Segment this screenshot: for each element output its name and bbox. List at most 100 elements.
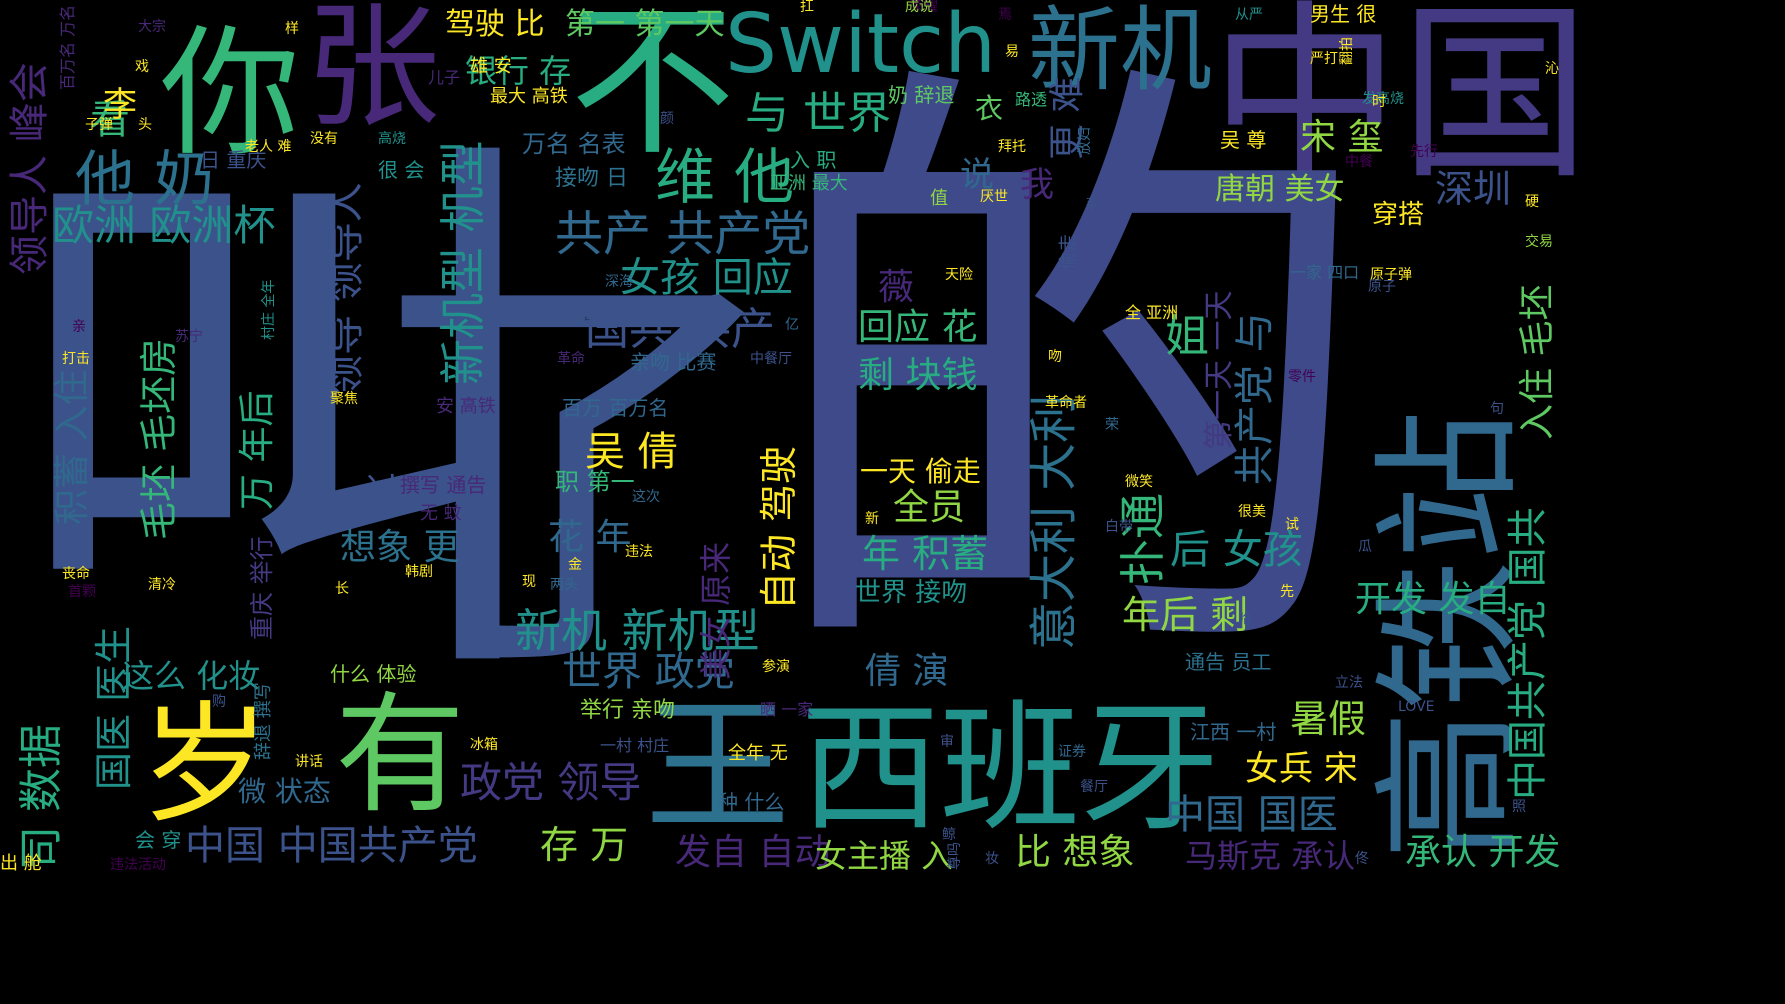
word-sangming: 丧命 (62, 566, 90, 582)
word-shijie-jiewen: 世界 接吻 (855, 578, 968, 608)
word-you: 有 (335, 679, 466, 831)
word-zidong-jiashi: 自动 驾驶 (757, 445, 801, 610)
word-zhi-diyi: 职 第一 (555, 468, 635, 496)
word-fangfu: 放妇 (1077, 127, 1093, 155)
word-lingdaoren-fenghui: 领导人 峰会 (7, 62, 53, 275)
word-jiashi-bi: 驾驶 比 (445, 7, 545, 42)
word-guogong-gongchan-small: 国共 共产 (585, 320, 590, 321)
word-nvzhubo-ru: 女主播 入 (815, 837, 954, 875)
word-zhuanxie-tonggao: 撰写 通告 (400, 473, 487, 497)
word-shenme-tiyan: 什么 体验 (330, 662, 417, 686)
word-jianghua: 讲话 (295, 754, 323, 770)
word-gua: 瓜 (1358, 539, 1372, 555)
word-ru-zhi: 入 职 (790, 148, 837, 172)
word-tangchao-meinv: 唐朝 美女 (1215, 172, 1345, 207)
word-shuo: 说 (960, 155, 994, 195)
word-gaoshao: 高烧 (378, 131, 406, 147)
word-wei-zhuangtai: 微 状态 (238, 775, 331, 808)
word-kan: 看 (90, 97, 130, 143)
word-ta-nai: 他 奶 (75, 145, 215, 215)
word-ri-chongqing: 日 重庆 (200, 148, 267, 172)
word-hui-chuan: 会 穿 (135, 828, 182, 852)
word-zuida-gaotie: 最大 高铁 (490, 86, 568, 107)
word-yang: 样 (285, 21, 299, 37)
word-shenhai: 深海 (605, 274, 633, 290)
word-cunzhuang-quannian-2: 村庄 全年 (262, 340, 267, 341)
word-huiying-hua: 回应 花 (858, 307, 978, 348)
word-wan-nianhou: 万 年后 (237, 390, 278, 510)
word-wo: 我 (1020, 165, 1054, 205)
word-wanming-mingbiao: 万名 名表 (522, 130, 626, 158)
word-ju: 句 (1490, 401, 1504, 417)
word-shen: 审 (940, 734, 954, 750)
word-zhuang: 妆 (985, 851, 999, 867)
word-yu-shijie: 与 世界 (745, 88, 891, 139)
word-zhengdang-lingdao: 政党 领导 (460, 758, 642, 807)
word-xi-system: 系 (1085, 197, 1099, 213)
word-henmei: 很美 (1238, 504, 1266, 520)
word-wang: 王 (645, 683, 790, 852)
word-xiangxiang-geng: 想象 更 (340, 527, 460, 568)
word-jiaoyi: 交易 (1525, 234, 1553, 250)
word-chang: 长 (335, 581, 349, 597)
word-lingdao-lingdaoren: 领导 领导人 (322, 182, 368, 395)
word-congyan: 从严 (1235, 7, 1263, 23)
word-diyitian-yitian: 第一天 一天 (1202, 290, 1237, 450)
word-tong: 佟 (1355, 851, 1369, 867)
word-zhi: 值 (930, 188, 948, 209)
word-ouzhou-ouzhoubei: 欧洲 欧洲杯 (52, 201, 276, 250)
word-sui: 岁 (140, 689, 271, 841)
word-ha: 哈 (1238, 611, 1252, 627)
word-yidali-dali: 意大利 大利 (1026, 394, 1082, 650)
word-gongchan-gongchandang: 共产 共产党 (555, 206, 811, 262)
word-maopi-maopifang: 毛坯 毛坯房 (137, 337, 181, 540)
word-zidan: 子弹 (85, 117, 113, 133)
word-diyi-diyitian: 第一 第一天 (565, 7, 725, 42)
word-qin: 亲 (72, 319, 86, 335)
word-yi-easy: 易 (1005, 44, 1019, 60)
word-meili-2: 美丽 (1525, 830, 1527, 831)
word-zunma: 尊吗 (947, 842, 963, 870)
word-yan-yan: 焉 (998, 7, 1012, 23)
word-zhao: 照 (1512, 799, 1526, 815)
word-bi-xiangxiang: 比 想象 (1015, 832, 1135, 873)
word-guo: 过 (365, 472, 402, 513)
word-cunzhuang-quannian: 村庄 全年 (261, 279, 277, 340)
word-bingxiang: 冰箱 (470, 737, 498, 753)
word-yi-clothes: 衣 (975, 92, 1004, 125)
word-citui-zhuanxie: 辞退 撰写 (253, 682, 274, 760)
word-jixu-ruzhu: 积蓄 入住 (52, 369, 93, 525)
word-daji: 打击 (62, 351, 90, 367)
word-nansheng-hen: 男生 很 (1310, 2, 1377, 26)
word-quan-yazhou: 全 亚洲 (1125, 303, 1179, 322)
word-jiangxi-yicun: 江西 一村 (1190, 720, 1277, 744)
word-song-xi: 宋 玺 (1300, 117, 1384, 158)
word-hua-nian: 花 年 (548, 517, 632, 558)
word-qinwen-bisai: 亲吻 比赛 (630, 350, 717, 374)
word-xinji: 新机 (1028, 0, 1213, 104)
word-erzi: 儿子 (428, 68, 461, 87)
word-xin: 新 (865, 511, 879, 527)
word-wei-ta: 维 他 (655, 143, 795, 213)
word-nianhou-sheng: 年后 剩 (1122, 593, 1249, 637)
word-cun-wan: 存 万 (540, 823, 629, 867)
word-yinhang-cun: 银行 存 (465, 52, 572, 90)
word-baidai: 白带 (1105, 519, 1133, 535)
word-fanpai: 翻拍 (1339, 37, 1355, 65)
word-yuanzi: 原子 (1368, 279, 1396, 295)
word-zheci: 这次 (632, 489, 660, 505)
word-yijia-sikou: 一家 四口 (1290, 263, 1360, 282)
word-chuanda: 穿搭 (1372, 200, 1425, 230)
word-lifa: 立法 (1335, 675, 1363, 691)
word-ni: 你 (160, 13, 301, 176)
word-shouke: 首颗 (68, 584, 96, 600)
word-shai-yijia: 晒 一家 (760, 700, 814, 719)
word-dazong: 大宗 (138, 19, 166, 35)
word-quannian-wu: 全年 无 (728, 743, 788, 764)
word-zhong-shenme: 种 什么 (718, 790, 785, 814)
word-guogong-gongchan: 国共 共产 (585, 304, 775, 355)
word-tonggao-yuangong: 通告 员工 (1185, 650, 1272, 674)
word-lingjian: 零件 (1288, 369, 1316, 385)
word-chu: 出 (0, 860, 1, 861)
word-jing: 鲸 (942, 827, 956, 843)
